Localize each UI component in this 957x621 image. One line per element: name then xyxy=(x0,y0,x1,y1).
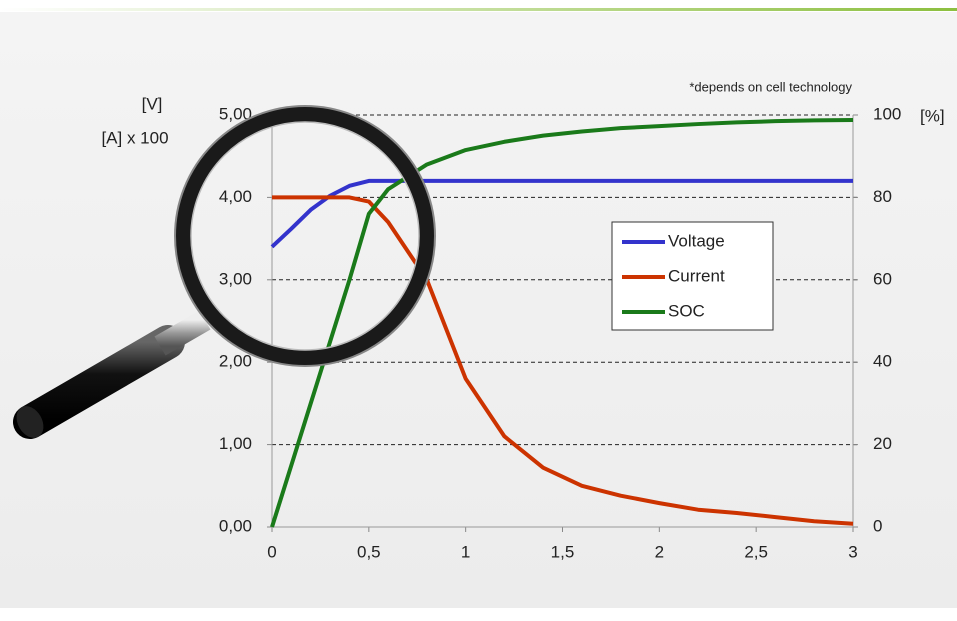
x-tick-label: 2 xyxy=(655,542,664,561)
y2-tick-label: 80 xyxy=(873,187,892,206)
y-axis-label: [A] x 100 xyxy=(101,128,168,147)
y2-tick-label: 40 xyxy=(873,352,892,371)
y-tick-label: 0,00 xyxy=(219,516,252,535)
legend-label: Current xyxy=(668,266,725,285)
chart: 0,001,002,003,004,005,0002040608010000,5… xyxy=(0,0,957,621)
legend: Voltage Current SOC xyxy=(612,222,773,330)
y-tick-label: 4,00 xyxy=(219,187,252,206)
annotation: *depends on cell technology xyxy=(689,79,852,94)
x-tick-label: 1 xyxy=(461,542,470,561)
y2-axis-label: [%] xyxy=(920,106,945,125)
page: {"chart_data": { "type": "line", "annota… xyxy=(0,0,957,621)
y2-tick-label: 100 xyxy=(873,104,901,123)
y-tick-label: 3,00 xyxy=(219,269,252,288)
x-tick-label: 0 xyxy=(267,542,276,561)
x-tick-label: 1,5 xyxy=(551,542,575,561)
x-tick-label: 2,5 xyxy=(744,542,768,561)
y-tick-label: 1,00 xyxy=(219,434,252,453)
legend-label: Voltage xyxy=(668,231,725,250)
x-tick-label: 0,5 xyxy=(357,542,381,561)
top-bar xyxy=(0,8,957,11)
legend-label: SOC xyxy=(668,301,705,320)
x-tick-label: 3 xyxy=(848,542,857,561)
y2-tick-label: 60 xyxy=(873,269,892,288)
y2-tick-label: 0 xyxy=(873,516,882,535)
y-tick-label: 2,00 xyxy=(219,352,252,371)
y2-tick-label: 20 xyxy=(873,434,892,453)
y-axis-label: [V] xyxy=(142,94,163,113)
